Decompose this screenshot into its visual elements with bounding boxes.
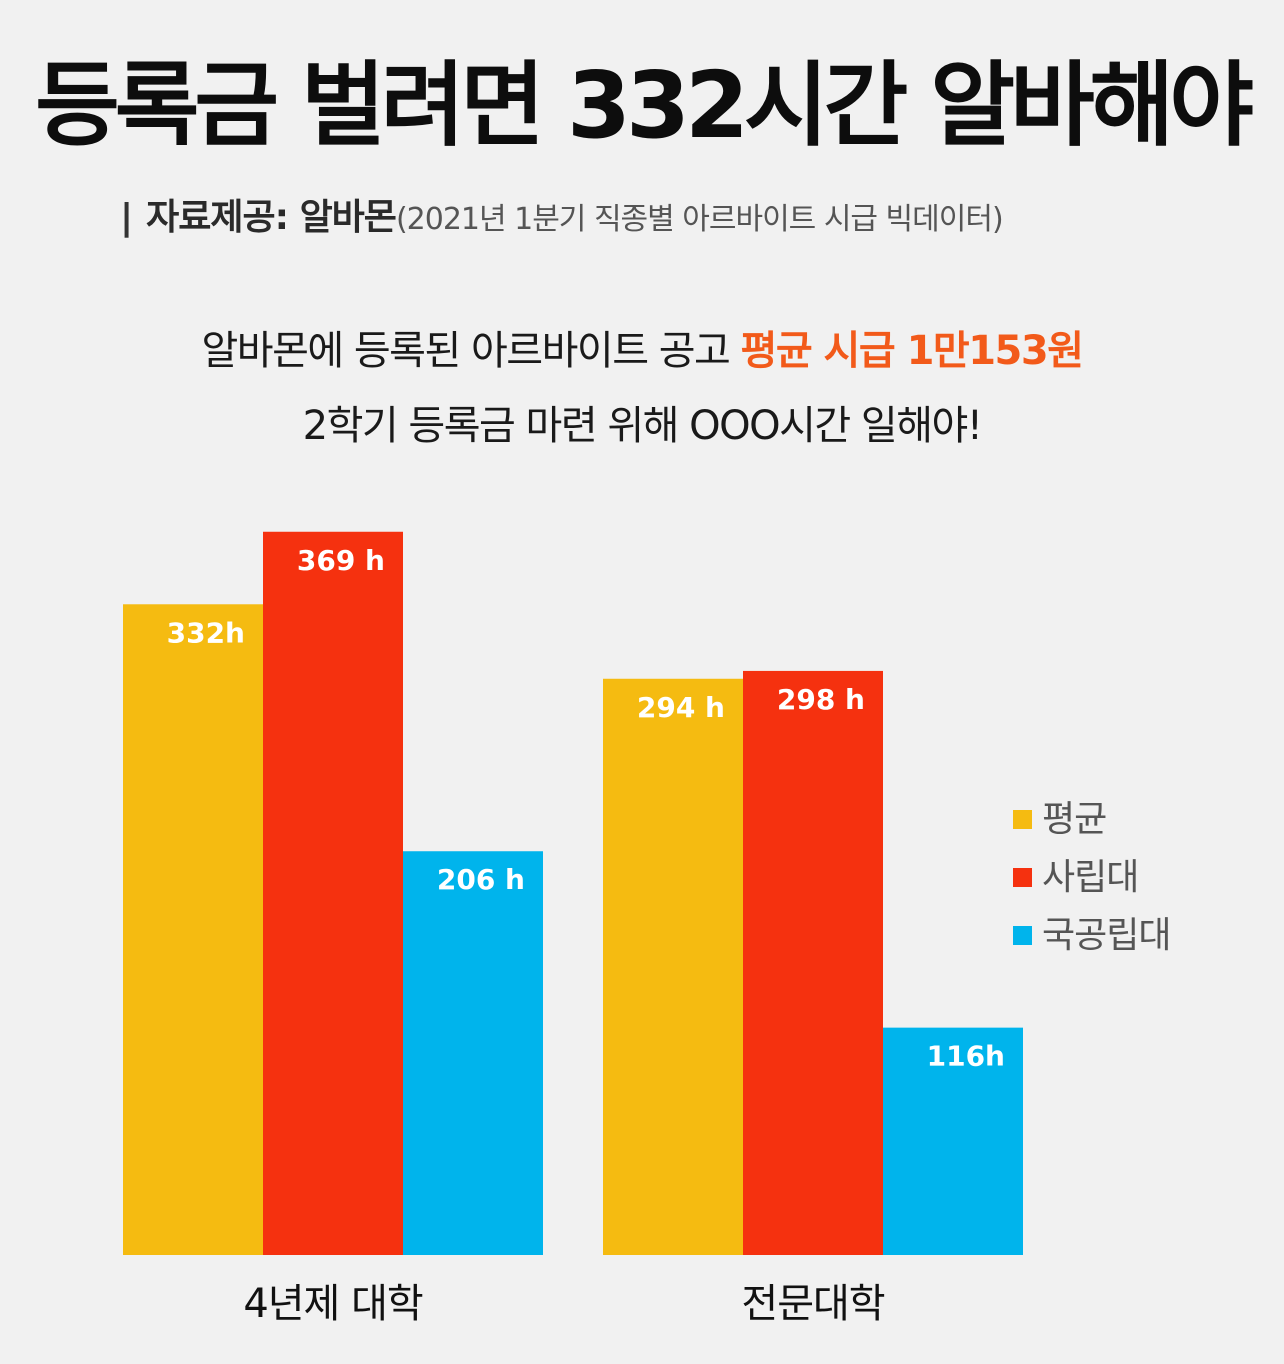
legend-label-private: 사립대 (1042, 857, 1139, 898)
data-label-public-university: 206 h (437, 863, 525, 896)
data-label-public-college: 116h (927, 1040, 1005, 1073)
data-label-private-college: 298 h (777, 683, 865, 716)
average-wage-highlight: 평균 시급 1만153원 (740, 328, 1084, 374)
intro-line-2: 2학기 등록금 마련 위해 OOO시간 일해야! (302, 403, 983, 449)
legend-item-average: 평균 (1013, 787, 1170, 845)
bar-private-college (743, 670, 883, 1255)
intro-line-1: 알바몬에 등록된 아르바이트 공고 평균 시급 1만153원 (0, 318, 1284, 376)
bar-public-college (883, 1027, 1023, 1255)
data-label-private-university: 369 h (297, 544, 385, 577)
page-title: 등록금 벌려면 332시간 알바해야 (35, 52, 1254, 159)
legend-label-public: 국공립대 (1042, 915, 1171, 956)
intro-line-1-prefix: 알바몬에 등록된 아르바이트 공고 (201, 328, 741, 374)
source-detail: (2021년 1분기 직종별 아르바이트 시급 빅데이터) (395, 202, 1004, 237)
legend-swatch-private (1013, 867, 1032, 887)
chart-legend: 평균 사립대 국공립대 (1013, 787, 1171, 961)
legend-swatch-public (1013, 925, 1032, 945)
category-label-university: 4년제 대학 (243, 1281, 423, 1327)
source-separator: | (120, 197, 133, 238)
bar-public-university (403, 851, 543, 1255)
bar-average-university (123, 604, 263, 1255)
category-label-college: 전문대학 (741, 1281, 884, 1327)
legend-item-private: 사립대 (1013, 845, 1170, 903)
data-label-average-college: 294 h (637, 691, 725, 724)
legend-label-average: 평균 (1042, 799, 1107, 840)
bar-private-university (263, 531, 403, 1255)
legend-item-public: 국공립대 (1013, 903, 1171, 961)
bar-average-college (603, 678, 743, 1255)
data-source: | 자료제공: 알바몬(2021년 1분기 직종별 아르바이트 시급 빅데이터) (120, 188, 1004, 240)
source-label: 자료제공: 알바몬 (146, 197, 397, 238)
bar-chart: 332h 369 h 206 h 4년제 대학 294 h 298 h 116h 전문대학 (123, 531, 1023, 1327)
legend-swatch-average (1013, 809, 1032, 829)
data-label-average-university: 332h (167, 616, 245, 649)
